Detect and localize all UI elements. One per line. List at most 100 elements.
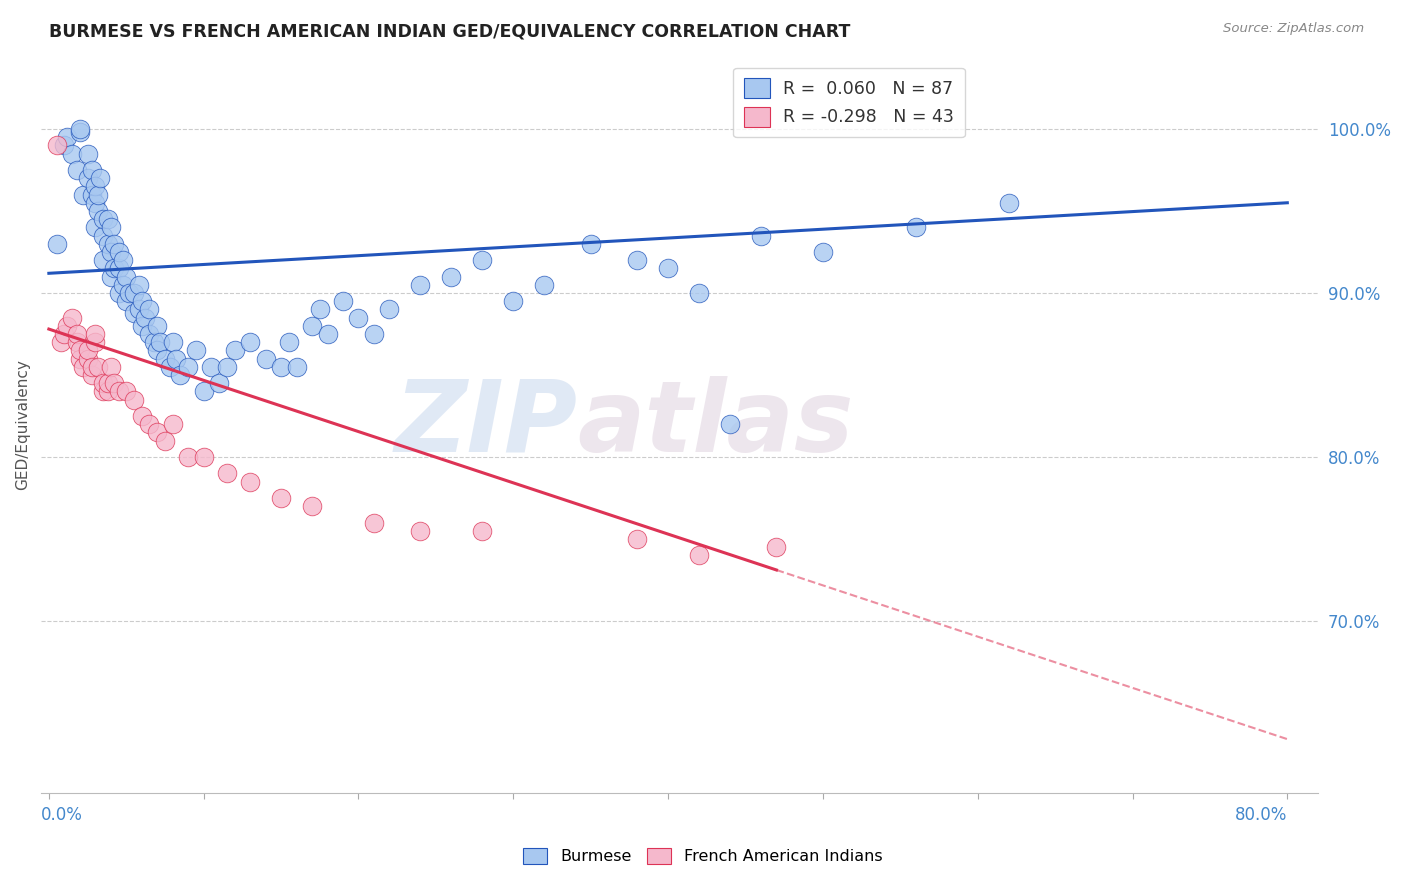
Point [107, 285, 129, 300]
Point [76, 351, 98, 366]
Point [97, 376, 120, 391]
Text: Source: ZipAtlas.com: Source: ZipAtlas.com [1223, 22, 1364, 36]
Point [69, 125, 91, 139]
Point [72, 187, 94, 202]
Point [239, 335, 262, 350]
Point [56, 130, 79, 145]
Point [688, 285, 710, 300]
Point [107, 261, 129, 276]
Point [122, 392, 145, 407]
Point [177, 450, 200, 464]
Point [72, 359, 94, 374]
Point [533, 277, 555, 292]
Point [60, 146, 83, 161]
Point [138, 302, 160, 317]
Point [97, 384, 120, 399]
Point [347, 310, 370, 325]
Point [131, 409, 153, 423]
Point [471, 524, 494, 538]
Point [82, 359, 104, 374]
Point [308, 302, 330, 317]
Text: atlas: atlas [578, 376, 853, 473]
Point [60, 310, 83, 325]
Point [53, 138, 76, 153]
Point [153, 434, 176, 448]
Point [332, 294, 354, 309]
Point [107, 244, 129, 259]
Point [115, 294, 138, 309]
Point [626, 532, 648, 546]
Point [87, 187, 110, 202]
Point [657, 261, 679, 276]
Point [502, 294, 524, 309]
Text: BURMESE VS FRENCH AMERICAN INDIAN GED/EQUIVALENCY CORRELATION CHART: BURMESE VS FRENCH AMERICAN INDIAN GED/EQ… [49, 22, 851, 40]
Point [84, 326, 107, 341]
Point [626, 253, 648, 268]
Point [239, 475, 262, 489]
Point [100, 359, 122, 374]
Point [138, 417, 160, 432]
Point [112, 277, 135, 292]
Point [128, 302, 150, 317]
Point [215, 359, 238, 374]
Point [301, 318, 323, 333]
Point [66, 335, 89, 350]
Point [91, 376, 114, 391]
Point [84, 179, 107, 194]
Point [91, 384, 114, 399]
Point [84, 220, 107, 235]
Legend: R =  0.060   N = 87, R = -0.298   N = 43: R = 0.060 N = 87, R = -0.298 N = 43 [733, 68, 965, 137]
Point [100, 220, 122, 235]
Point [112, 253, 135, 268]
Point [115, 384, 138, 399]
Point [91, 253, 114, 268]
Point [184, 343, 207, 358]
Y-axis label: GED/Equivalency: GED/Equivalency [15, 359, 30, 490]
Point [162, 417, 184, 432]
Point [301, 500, 323, 514]
Point [440, 269, 463, 284]
Legend: Burmese, French American Indians: Burmese, French American Indians [517, 841, 889, 871]
Point [82, 187, 104, 202]
Point [277, 335, 299, 350]
Point [165, 351, 187, 366]
Point [118, 285, 141, 300]
Point [69, 343, 91, 358]
Point [82, 163, 104, 178]
Point [103, 376, 125, 391]
Point [718, 417, 741, 432]
Point [270, 359, 292, 374]
Point [45, 138, 67, 153]
Point [66, 326, 89, 341]
Point [409, 524, 432, 538]
Point [100, 244, 122, 259]
Point [193, 384, 215, 399]
Point [143, 335, 166, 350]
Point [316, 326, 339, 341]
Point [56, 318, 79, 333]
Point [131, 318, 153, 333]
Point [91, 228, 114, 243]
Point [103, 236, 125, 251]
Point [149, 335, 172, 350]
Point [87, 204, 110, 219]
Point [169, 368, 191, 382]
Point [904, 220, 927, 235]
Point [208, 376, 231, 391]
Point [153, 351, 176, 366]
Point [146, 425, 169, 440]
Point [285, 359, 308, 374]
Point [53, 326, 76, 341]
Text: 0.0%: 0.0% [41, 806, 83, 824]
Point [146, 318, 169, 333]
Point [51, 335, 73, 350]
Point [76, 146, 98, 161]
Point [122, 285, 145, 300]
Point [87, 359, 110, 374]
Point [579, 236, 602, 251]
Point [138, 326, 160, 341]
Point [91, 212, 114, 227]
Point [688, 549, 710, 563]
Point [122, 306, 145, 320]
Point [134, 310, 156, 325]
